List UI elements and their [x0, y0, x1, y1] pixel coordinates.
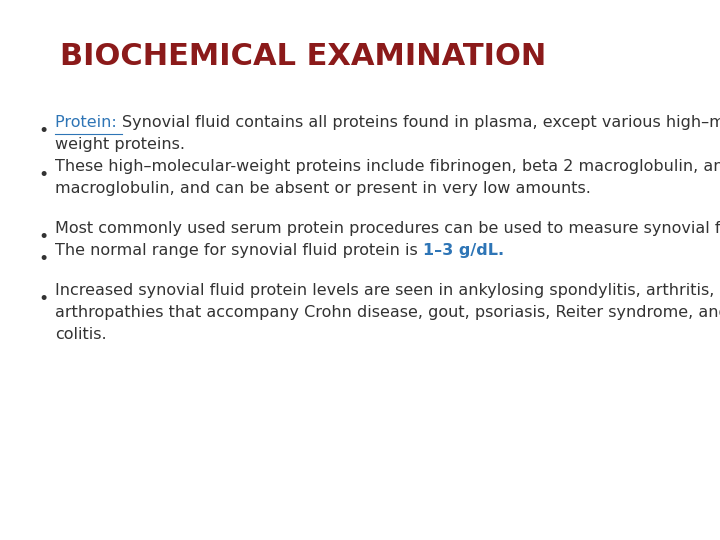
- Text: •: •: [38, 122, 48, 140]
- Text: •: •: [38, 289, 48, 308]
- Text: BIOCHEMICAL EXAMINATION: BIOCHEMICAL EXAMINATION: [60, 42, 546, 71]
- Text: colitis.: colitis.: [55, 327, 107, 342]
- Text: •: •: [38, 166, 48, 184]
- Text: These high–molecular-weight proteins include fibrinogen, beta 2 macroglobulin, a: These high–molecular-weight proteins inc…: [55, 159, 720, 174]
- Text: arthropathies that accompany Crohn disease, gout, psoriasis, Reiter syndrome, an: arthropathies that accompany Crohn disea…: [55, 305, 720, 320]
- Text: Most commonly used serum protein procedures can be used to measure synovial flui: Most commonly used serum protein procedu…: [55, 221, 720, 236]
- Text: weight proteins.: weight proteins.: [55, 137, 185, 152]
- Text: 1–3 g/dL.: 1–3 g/dL.: [423, 243, 504, 258]
- Text: The normal range for synovial fluid protein is: The normal range for synovial fluid prot…: [55, 243, 423, 258]
- Text: Protein:: Protein:: [55, 115, 122, 130]
- Text: •: •: [38, 227, 48, 246]
- Text: macroglobulin, and can be absent or present in very low amounts.: macroglobulin, and can be absent or pres…: [55, 181, 591, 196]
- Text: Increased synovial fluid protein levels are seen in ankylosing spondylitis, arth: Increased synovial fluid protein levels …: [55, 283, 714, 298]
- Text: Synovial fluid contains all proteins found in plasma, except various high–molecu: Synovial fluid contains all proteins fou…: [122, 115, 720, 130]
- Text: •: •: [38, 249, 48, 268]
